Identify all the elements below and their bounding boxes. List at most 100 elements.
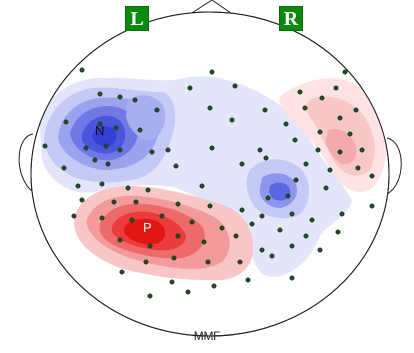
sensor-dot xyxy=(129,217,135,223)
sensor-dot xyxy=(211,283,217,289)
sensor-dot xyxy=(355,165,361,171)
left-ear xyxy=(18,133,34,193)
negative-lobe-right-3 xyxy=(269,182,291,201)
sensor-dot xyxy=(359,147,365,153)
sensor-dot xyxy=(333,85,339,91)
sensor-dot xyxy=(147,243,153,249)
sensor-dot xyxy=(303,233,309,239)
sensor-dot xyxy=(259,247,265,253)
positive-field-right-inner xyxy=(326,128,357,165)
positive-pole-core xyxy=(124,218,166,245)
left-hemisphere-badge: L xyxy=(125,6,149,31)
sensor-dot xyxy=(132,97,138,103)
sensor-dot xyxy=(239,207,245,213)
sensor-dot xyxy=(369,173,375,179)
sensor-dot xyxy=(145,187,151,193)
sensor-dot xyxy=(199,183,205,189)
sensor-dot xyxy=(337,149,343,155)
sensor-dot xyxy=(63,119,69,125)
negative-pole-core xyxy=(92,126,117,147)
sensor-dot xyxy=(323,185,329,191)
sensor-dot xyxy=(335,229,341,235)
sensor-dot xyxy=(353,107,359,113)
sensor-dot xyxy=(283,121,289,127)
sensor-dot xyxy=(185,289,191,295)
sensor-dot xyxy=(175,201,181,207)
sensor-dot xyxy=(337,115,343,121)
sensor-dot xyxy=(137,127,143,133)
sensor-dot xyxy=(289,243,295,249)
sensor-dot xyxy=(173,163,179,169)
sensor-dot xyxy=(187,85,193,91)
sensor-dot xyxy=(232,83,238,89)
sensor-dot xyxy=(245,277,251,283)
right-ear xyxy=(386,137,402,195)
sensor-dot xyxy=(209,145,215,151)
sensor-array xyxy=(42,67,375,299)
sensor-dot xyxy=(317,247,323,253)
sensor-dot xyxy=(237,259,243,265)
sensor-dot xyxy=(297,89,303,95)
positive-pole-label: P xyxy=(143,220,152,235)
sensor-dot xyxy=(71,213,77,219)
sensor-dot xyxy=(103,143,109,149)
sensor-dot xyxy=(42,143,48,149)
sensor-dot xyxy=(289,211,295,217)
sensor-dot xyxy=(201,239,207,245)
sensor-dot xyxy=(205,259,211,265)
negative-pole-label: N xyxy=(95,123,105,138)
sensor-dot xyxy=(319,95,325,101)
sensor-dot xyxy=(99,215,105,221)
sensor-dot xyxy=(154,107,160,113)
sensor-dot xyxy=(262,107,268,113)
sensor-dot xyxy=(277,227,283,233)
sensor-dot xyxy=(303,161,309,167)
sensor-dot xyxy=(165,147,171,153)
sensor-dot xyxy=(92,157,98,163)
sensor-dot xyxy=(347,131,353,137)
sensor-dot xyxy=(233,233,239,239)
sensor-dot xyxy=(207,203,213,209)
sensor-dot xyxy=(317,129,323,135)
sensor-dot xyxy=(125,185,131,191)
sensor-dot xyxy=(289,275,295,281)
sensor-dot xyxy=(209,69,215,75)
sensor-dot xyxy=(61,165,67,171)
sensor-dot xyxy=(171,255,177,261)
sensor-dot xyxy=(293,177,299,183)
sensor-dot xyxy=(175,233,181,239)
sensor-dot xyxy=(117,94,123,100)
sensor-dot xyxy=(149,149,155,155)
sensor-dot xyxy=(249,221,255,227)
sensor-dot xyxy=(97,121,103,127)
sensor-dot xyxy=(113,125,119,131)
sensor-dot xyxy=(257,147,263,153)
sensor-dot xyxy=(117,237,123,243)
sensor-dot xyxy=(265,195,271,201)
sensor-dot xyxy=(327,167,333,173)
sensor-dot xyxy=(119,269,125,275)
sensor-dot xyxy=(105,161,111,167)
sensor-dot xyxy=(189,219,195,225)
sensor-dot xyxy=(111,199,117,205)
sensor-dot xyxy=(83,145,89,151)
sensor-dot xyxy=(285,193,291,199)
sensor-dot xyxy=(369,203,375,209)
sensor-dot xyxy=(315,147,321,153)
sensor-dot xyxy=(79,67,85,73)
sensor-dot xyxy=(263,155,269,161)
sensor-dot xyxy=(99,181,105,187)
sensor-dot xyxy=(292,137,298,143)
sensor-dot xyxy=(133,199,139,205)
sensor-dot xyxy=(219,225,225,231)
sensor-dot xyxy=(269,253,275,259)
sensor-dot xyxy=(143,259,149,265)
contour-layers xyxy=(40,76,387,281)
map-caption: MMF xyxy=(193,329,221,343)
sensor-dot xyxy=(147,293,153,299)
sensor-dot xyxy=(229,117,235,123)
sensor-dot xyxy=(79,197,85,203)
sensor-dot xyxy=(342,69,348,75)
sensor-dot xyxy=(117,147,123,153)
sensor-dot xyxy=(159,213,165,219)
